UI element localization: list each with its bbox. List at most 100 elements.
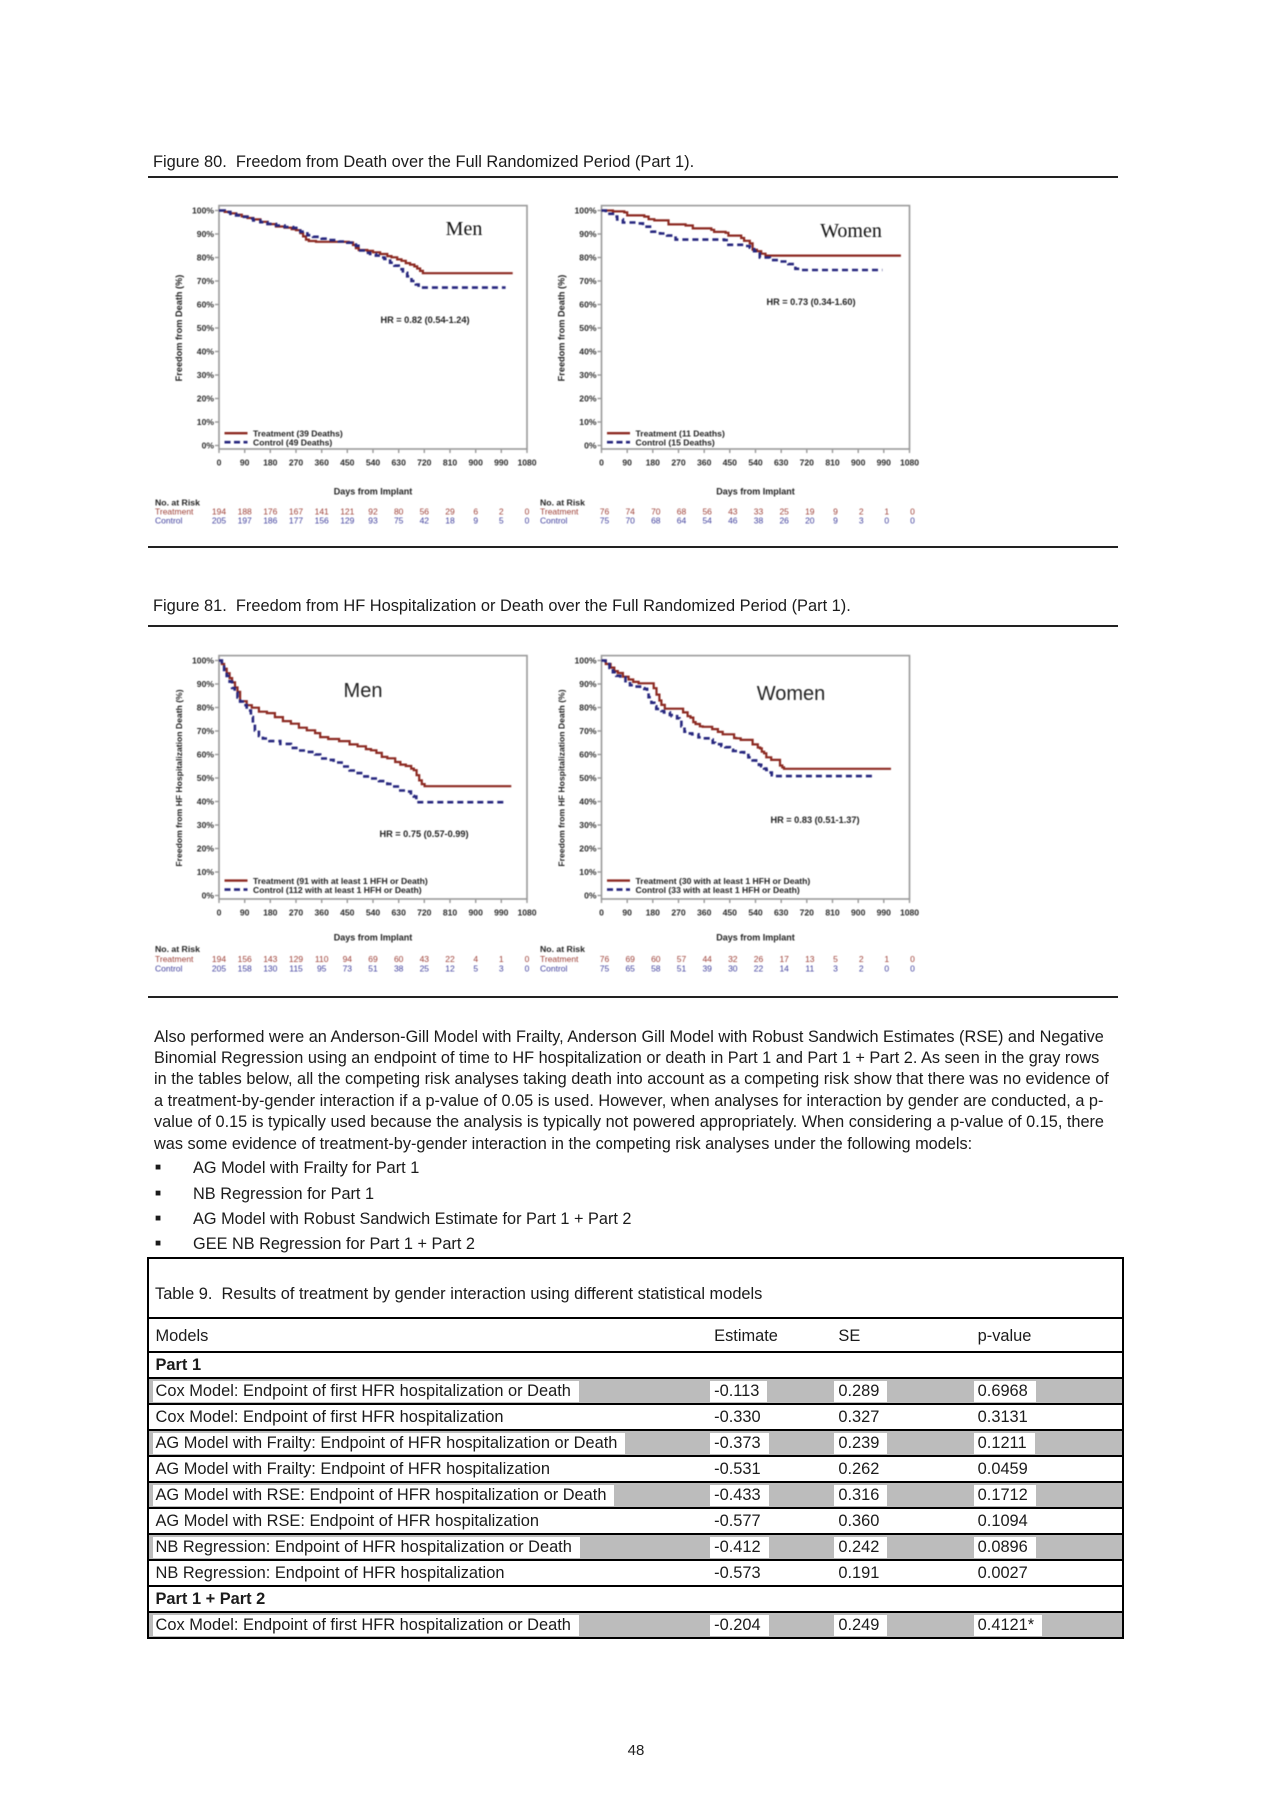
svg-text:270: 270: [671, 907, 686, 917]
svg-text:900: 900: [851, 457, 866, 467]
svg-text:90: 90: [622, 457, 632, 467]
svg-text:Freedom from HF Hospitalizatio: Freedom from HF Hospitalization Death (%…: [557, 689, 567, 866]
svg-text:Control: Control: [540, 516, 568, 526]
svg-text:0: 0: [910, 507, 915, 517]
svg-text:58: 58: [651, 964, 661, 974]
svg-text:10%: 10%: [579, 867, 597, 877]
svg-text:70%: 70%: [197, 276, 215, 286]
svg-text:0: 0: [217, 457, 222, 467]
svg-text:1080: 1080: [900, 457, 919, 467]
svg-text:69: 69: [625, 954, 635, 964]
svg-text:Freedom from Death (%): Freedom from Death (%): [174, 275, 184, 382]
svg-text:80%: 80%: [579, 703, 597, 713]
svg-text:720: 720: [417, 907, 432, 917]
svg-text:44: 44: [702, 954, 712, 964]
svg-text:900: 900: [469, 907, 484, 917]
svg-text:9: 9: [473, 516, 478, 526]
svg-text:180: 180: [646, 457, 661, 467]
svg-text:54: 54: [702, 516, 712, 526]
svg-text:810: 810: [825, 907, 840, 917]
svg-text:194: 194: [212, 507, 226, 517]
svg-text:20: 20: [805, 516, 815, 526]
svg-text:56: 56: [702, 507, 712, 517]
svg-text:Treatment: Treatment: [540, 507, 579, 517]
svg-text:64: 64: [677, 516, 687, 526]
svg-text:0: 0: [910, 516, 915, 526]
svg-text:810: 810: [825, 457, 840, 467]
svg-text:29: 29: [445, 507, 455, 517]
svg-text:129: 129: [289, 954, 303, 964]
svg-text:50%: 50%: [197, 773, 215, 783]
svg-text:22: 22: [754, 964, 764, 974]
svg-text:65: 65: [625, 964, 635, 974]
svg-text:0: 0: [525, 516, 530, 526]
svg-text:1: 1: [884, 954, 889, 964]
svg-text:Men: Men: [446, 218, 483, 240]
svg-text:No. at Risk: No. at Risk: [155, 498, 200, 508]
svg-text:Women: Women: [820, 220, 882, 242]
svg-text:90%: 90%: [579, 679, 597, 689]
svg-text:80%: 80%: [579, 253, 597, 263]
svg-text:17: 17: [779, 954, 789, 964]
svg-text:270: 270: [671, 457, 686, 467]
svg-text:73: 73: [343, 964, 353, 974]
svg-text:Treatment (11 Deaths): Treatment (11 Deaths): [636, 429, 725, 439]
svg-text:70%: 70%: [197, 726, 215, 736]
svg-text:18: 18: [445, 516, 455, 526]
svg-text:40%: 40%: [579, 347, 597, 357]
svg-text:450: 450: [340, 457, 355, 467]
svg-text:720: 720: [417, 457, 432, 467]
svg-text:900: 900: [851, 907, 866, 917]
svg-text:167: 167: [289, 507, 303, 517]
svg-text:20%: 20%: [197, 394, 215, 404]
svg-text:0: 0: [910, 954, 915, 964]
svg-text:70%: 70%: [579, 726, 597, 736]
svg-text:30%: 30%: [197, 370, 215, 380]
svg-text:5: 5: [499, 516, 504, 526]
svg-text:20%: 20%: [579, 394, 597, 404]
svg-text:630: 630: [774, 457, 789, 467]
svg-text:51: 51: [677, 964, 687, 974]
svg-text:Control (33 with at least 1 HF: Control (33 with at least 1 HFH or Death…: [636, 885, 800, 895]
svg-text:129: 129: [340, 516, 354, 526]
svg-text:0: 0: [599, 457, 604, 467]
svg-text:900: 900: [469, 457, 484, 467]
svg-text:43: 43: [420, 954, 430, 964]
svg-text:HR = 0.83 (0.51-1.37): HR = 0.83 (0.51-1.37): [770, 815, 859, 825]
svg-text:50%: 50%: [579, 323, 597, 333]
svg-text:Freedom from Death (%): Freedom from Death (%): [557, 275, 567, 382]
svg-text:HR = 0.75 (0.57-0.99): HR = 0.75 (0.57-0.99): [379, 829, 468, 839]
svg-text:94: 94: [343, 954, 353, 964]
svg-text:Days from Implant: Days from Implant: [334, 487, 413, 497]
svg-text:12: 12: [445, 964, 455, 974]
svg-text:70%: 70%: [579, 276, 597, 286]
svg-text:Treatment (39 Deaths): Treatment (39 Deaths): [253, 429, 343, 439]
svg-text:143: 143: [263, 954, 277, 964]
svg-text:60: 60: [651, 954, 661, 964]
svg-text:Men: Men: [344, 680, 383, 702]
svg-text:20%: 20%: [579, 844, 597, 854]
svg-text:0%: 0%: [584, 441, 597, 451]
svg-text:100%: 100%: [192, 656, 214, 666]
svg-text:0: 0: [217, 907, 222, 917]
svg-text:Treatment: Treatment: [540, 954, 579, 964]
svg-text:Women: Women: [757, 683, 826, 705]
svg-text:0: 0: [884, 516, 889, 526]
svg-text:Freedom from HF Hospitalizatio: Freedom from HF Hospitalization Death (%…: [174, 689, 184, 866]
svg-text:540: 540: [748, 907, 763, 917]
svg-text:720: 720: [800, 457, 815, 467]
svg-text:Control: Control: [155, 516, 183, 526]
svg-text:115: 115: [289, 964, 303, 974]
svg-text:194: 194: [212, 954, 226, 964]
svg-text:2: 2: [859, 507, 864, 517]
svg-text:0%: 0%: [202, 891, 215, 901]
svg-text:93: 93: [368, 516, 378, 526]
svg-text:HR = 0.73 (0.34-1.60): HR = 0.73 (0.34-1.60): [766, 297, 855, 307]
svg-text:121: 121: [340, 507, 354, 517]
svg-text:2: 2: [859, 954, 864, 964]
svg-text:Days from Implant: Days from Implant: [716, 933, 795, 943]
svg-text:Control (49 Deaths): Control (49 Deaths): [253, 438, 332, 448]
svg-text:990: 990: [877, 457, 892, 467]
svg-text:540: 540: [748, 457, 763, 467]
svg-text:90: 90: [622, 907, 632, 917]
